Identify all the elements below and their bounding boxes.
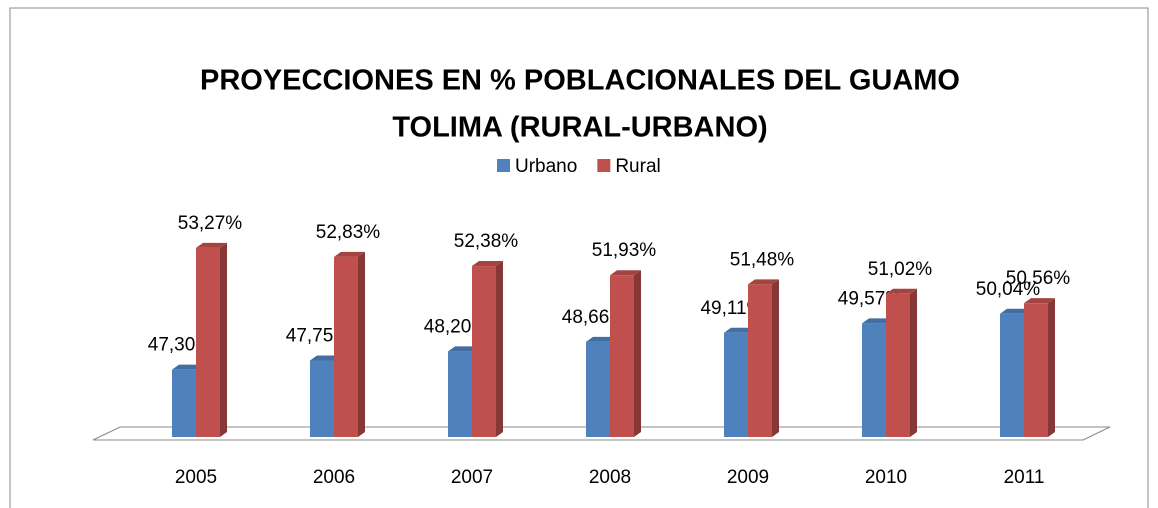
bar	[886, 288, 917, 437]
data-label: 50,04%	[976, 279, 1041, 300]
bar-face	[724, 332, 748, 437]
bar-face	[1024, 298, 1055, 304]
bar	[748, 279, 779, 437]
x-tick-label: 2008	[589, 467, 631, 488]
bar-face	[586, 336, 617, 342]
bar-face	[196, 242, 227, 248]
bar-face	[220, 242, 227, 437]
legend-swatch	[597, 159, 611, 172]
bar-face	[496, 261, 503, 437]
bar-face	[886, 293, 910, 437]
bar-face	[472, 266, 496, 437]
bar	[334, 251, 365, 437]
bar-face	[172, 364, 203, 370]
bar-face	[886, 288, 917, 294]
chart-title: TOLIMA (RURAL-URBANO)	[392, 112, 767, 144]
legend-label: Rural	[615, 156, 660, 177]
bar	[196, 242, 227, 437]
chart-title: PROYECCIONES EN % POBLACIONALES DEL GUAM…	[200, 65, 960, 97]
x-tick-label: 2006	[313, 467, 355, 488]
x-tick-label: 2011	[1004, 467, 1045, 488]
bar-face	[724, 327, 755, 333]
bar-face	[448, 351, 472, 437]
bar-face	[748, 284, 772, 437]
bar-face	[310, 360, 334, 437]
legend-swatch	[497, 159, 510, 172]
bar-face	[748, 279, 779, 285]
data-label: 50,56%	[1006, 268, 1071, 289]
x-tick-label: 2007	[451, 467, 493, 488]
bar-face	[310, 355, 341, 361]
bar-face	[862, 323, 886, 437]
bar-face	[910, 288, 917, 437]
data-label: 52,83%	[316, 222, 381, 243]
bar-face	[448, 346, 479, 352]
bar-face	[1000, 313, 1024, 437]
bar-face	[196, 247, 220, 437]
data-label: 49,11%	[700, 298, 763, 319]
bar-face	[862, 318, 893, 324]
chart-frame	[9, 7, 1149, 508]
bar-face	[472, 261, 503, 267]
bar-face	[1024, 303, 1048, 437]
data-label: 51,93%	[592, 240, 657, 261]
bar-face	[334, 251, 365, 257]
data-label: 53,27%	[178, 213, 243, 234]
x-tick-label: 2009	[727, 467, 769, 488]
bar-face	[610, 270, 641, 276]
legend-label: Urbano	[515, 156, 577, 177]
bar-face	[586, 341, 610, 437]
data-label: 51,02%	[868, 259, 933, 280]
data-label: 51,48%	[730, 249, 795, 270]
bar	[610, 270, 641, 437]
data-label: 52,38%	[454, 231, 519, 252]
x-tick-label: 2010	[865, 467, 907, 488]
bar-face	[634, 270, 641, 437]
bar	[472, 261, 503, 437]
bar-face	[1000, 308, 1031, 314]
bar-face	[358, 251, 365, 437]
bar-face	[610, 275, 634, 437]
bar	[1024, 298, 1055, 437]
bar-face	[1048, 298, 1055, 437]
bar-face	[334, 256, 358, 437]
bar-face	[172, 369, 196, 437]
x-tick-label: 2005	[175, 467, 217, 488]
bar-face	[772, 279, 779, 437]
